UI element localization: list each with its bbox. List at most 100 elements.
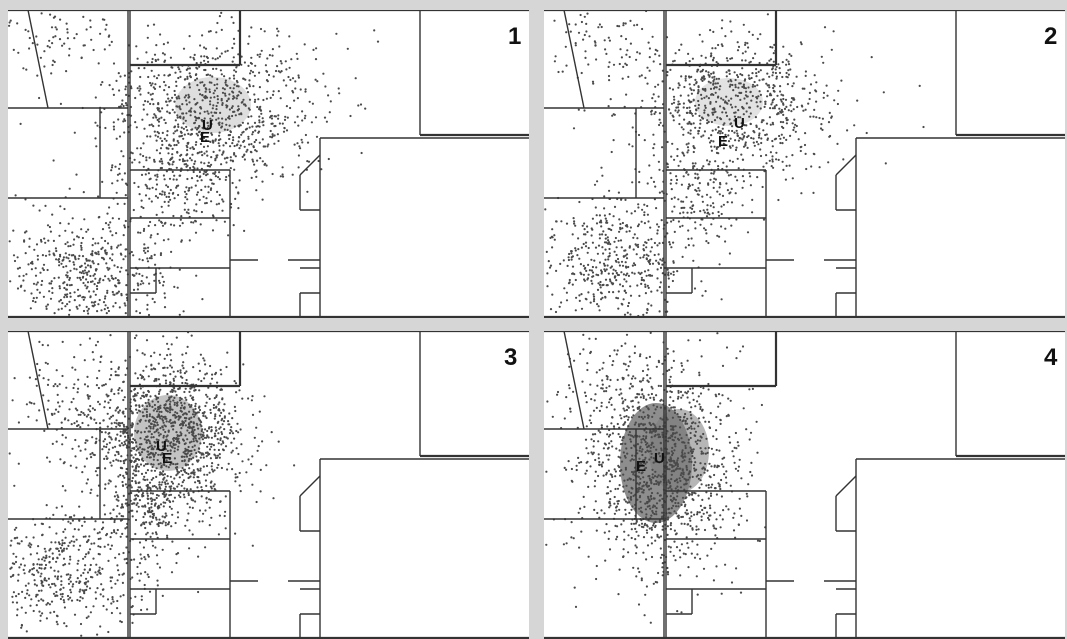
particle: [185, 125, 188, 128]
particle: [718, 88, 721, 91]
particle: [166, 536, 169, 539]
particle: [707, 120, 710, 124]
particle: [785, 63, 788, 66]
particle: [658, 242, 661, 245]
particle: [73, 37, 76, 40]
particle: [684, 246, 687, 249]
particle: [720, 225, 723, 228]
particle: [164, 379, 168, 382]
particle: [577, 108, 580, 111]
particle: [192, 408, 195, 411]
particle: [61, 544, 64, 547]
particle: [168, 163, 171, 166]
particle: [166, 444, 169, 447]
particle: [196, 179, 199, 182]
particle: [647, 286, 650, 289]
particle: [171, 66, 174, 69]
particle: [40, 589, 43, 592]
particle: [710, 139, 713, 142]
particle: [24, 28, 27, 31]
particle: [55, 506, 58, 509]
particle: [165, 479, 168, 482]
particle: [190, 159, 193, 162]
particle: [707, 137, 710, 140]
particle: [261, 160, 264, 163]
particle: [618, 218, 621, 221]
particle: [155, 518, 158, 521]
particle: [82, 412, 85, 415]
particle: [756, 97, 759, 100]
particle: [198, 408, 202, 412]
particle: [139, 463, 143, 466]
particle: [104, 275, 107, 278]
particle: [119, 434, 122, 437]
particle: [182, 493, 185, 496]
particle: [645, 274, 648, 277]
particle: [753, 80, 756, 84]
particle: [775, 65, 778, 68]
particle: [232, 56, 235, 59]
particle: [119, 430, 122, 433]
particle: [228, 133, 232, 137]
particle: [218, 144, 221, 147]
particle: [138, 541, 142, 544]
particle: [163, 89, 166, 92]
particle: [78, 590, 81, 593]
particle: [727, 140, 731, 143]
particle: [59, 255, 62, 258]
particle: [153, 379, 156, 383]
particle: [74, 455, 77, 458]
particle: [231, 60, 234, 63]
particle: [686, 211, 689, 214]
particle: [50, 600, 54, 603]
particle: [281, 173, 284, 176]
particle: [93, 301, 96, 304]
particle: [698, 126, 701, 129]
particle: [258, 125, 261, 128]
particle: [111, 164, 114, 167]
particle: [574, 224, 577, 227]
particle: [181, 381, 184, 385]
particle: [785, 116, 788, 120]
particle: [591, 282, 594, 285]
particle: [48, 39, 51, 42]
particle: [222, 441, 225, 444]
particle: [262, 120, 265, 123]
particle: [217, 117, 220, 120]
particle: [577, 237, 580, 240]
particle: [780, 133, 783, 136]
particle: [139, 147, 142, 150]
particle: [141, 457, 144, 460]
particle: [602, 252, 605, 255]
particle: [608, 39, 611, 42]
particle: [169, 364, 172, 367]
particle: [235, 447, 238, 450]
particle: [675, 175, 678, 178]
particle: [104, 487, 107, 490]
particle: [141, 495, 144, 498]
particle: [171, 153, 174, 156]
particle: [135, 449, 138, 452]
particle: [666, 70, 669, 74]
particle: [705, 240, 708, 243]
particle: [768, 59, 771, 62]
particle: [94, 277, 97, 280]
particle: [650, 304, 653, 307]
particle: [258, 410, 261, 413]
particle: [165, 400, 168, 403]
particle: [130, 390, 133, 393]
particle: [169, 198, 172, 201]
particle: [165, 438, 168, 441]
particle: [155, 493, 159, 497]
particle: [52, 239, 56, 242]
particle: [166, 342, 169, 345]
particle: [171, 482, 175, 485]
particle: [196, 468, 199, 471]
particle: [320, 168, 323, 171]
particle: [155, 496, 158, 500]
particle: [66, 28, 69, 31]
particle: [166, 110, 169, 113]
particle: [185, 211, 188, 214]
particle: [759, 33, 762, 36]
particle: [182, 47, 186, 50]
